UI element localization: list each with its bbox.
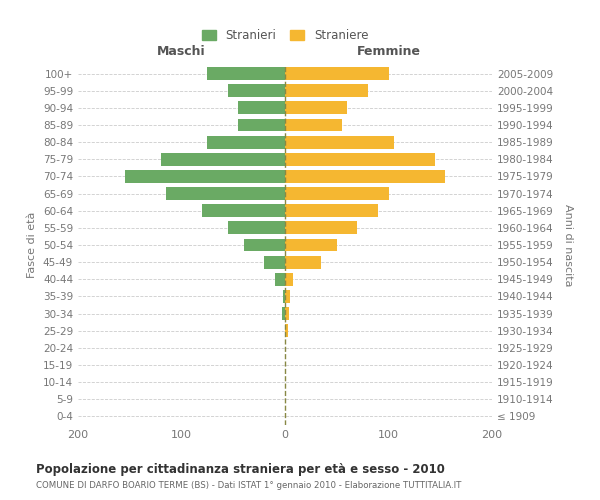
Bar xyxy=(228,222,285,234)
Bar xyxy=(208,67,285,80)
Bar xyxy=(285,273,293,285)
Bar xyxy=(285,307,289,320)
Bar xyxy=(285,238,337,252)
Bar xyxy=(161,153,285,166)
Bar xyxy=(244,238,285,252)
Bar xyxy=(285,67,389,80)
Bar xyxy=(166,187,285,200)
Bar xyxy=(228,84,285,97)
Bar xyxy=(282,307,285,320)
Bar xyxy=(285,256,321,268)
Legend: Stranieri, Straniere: Stranieri, Straniere xyxy=(197,24,373,46)
Bar xyxy=(238,118,285,132)
Bar xyxy=(283,290,285,303)
Bar xyxy=(285,187,389,200)
Text: Maschi: Maschi xyxy=(157,45,206,58)
Bar xyxy=(285,170,445,183)
Y-axis label: Fasce di età: Fasce di età xyxy=(28,212,37,278)
Bar xyxy=(265,256,285,268)
Bar xyxy=(125,170,285,183)
Text: Femmine: Femmine xyxy=(356,45,421,58)
Text: Popolazione per cittadinanza straniera per età e sesso - 2010: Popolazione per cittadinanza straniera p… xyxy=(36,462,445,475)
Y-axis label: Anni di nascita: Anni di nascita xyxy=(563,204,573,286)
Bar xyxy=(285,153,435,166)
Bar xyxy=(285,222,358,234)
Bar xyxy=(202,204,285,217)
Bar xyxy=(285,84,368,97)
Bar xyxy=(285,136,394,148)
Bar xyxy=(285,290,290,303)
Text: COMUNE DI DARFO BOARIO TERME (BS) - Dati ISTAT 1° gennaio 2010 - Elaborazione TU: COMUNE DI DARFO BOARIO TERME (BS) - Dati… xyxy=(36,481,461,490)
Bar xyxy=(275,273,285,285)
Bar xyxy=(238,102,285,114)
Bar xyxy=(208,136,285,148)
Bar xyxy=(285,204,378,217)
Bar xyxy=(285,102,347,114)
Bar xyxy=(285,324,288,337)
Bar xyxy=(285,118,342,132)
